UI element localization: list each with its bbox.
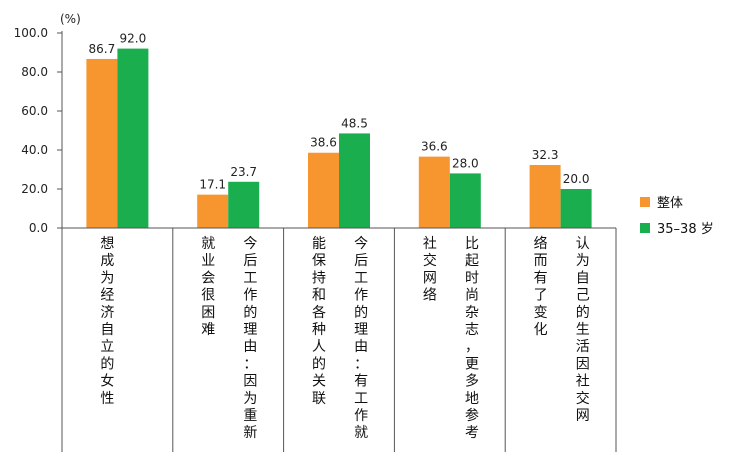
- bar-age-35-38-1: [117, 48, 149, 228]
- bar-age-35-38-5: [560, 189, 592, 228]
- legend-label: 35–38 岁: [657, 222, 714, 237]
- bar-overall-4: [418, 156, 450, 228]
- category-label: 认为自己的生活因社交网: [576, 236, 590, 424]
- bar-overall-3: [308, 152, 339, 228]
- bar-age-35-38-3: [339, 133, 370, 228]
- bar-overall-1: [86, 58, 118, 229]
- legend-swatch: [640, 197, 650, 207]
- category-label: 今后工作的理由：因为重新: [243, 236, 257, 441]
- y-tick-label: 80.0: [21, 65, 48, 79]
- y-tick-label: 60.0: [21, 104, 48, 118]
- data-label: 48.5: [341, 116, 368, 130]
- bar-age-35-38-2: [228, 181, 260, 228]
- y-tick-label: 100.0: [14, 26, 48, 40]
- y-tick-label: 40.0: [21, 143, 48, 157]
- legend-label: 整体: [657, 196, 683, 211]
- y-tick-label: 0.0: [29, 221, 48, 235]
- legend-swatch: [640, 223, 650, 233]
- y-tick-label: 20.0: [21, 182, 48, 196]
- bar-overall-5: [529, 165, 561, 228]
- data-label: 86.7: [89, 42, 116, 56]
- category-label: 比起时尚杂志，更多地参考: [465, 236, 479, 441]
- data-label: 28.0: [452, 156, 479, 170]
- category-label: 社交网络: [423, 236, 437, 304]
- data-label: 17.1: [199, 178, 226, 192]
- bar-age-35-38-4: [449, 173, 481, 228]
- category-label: 今后工作的理由：有工作就: [354, 236, 368, 441]
- category-label: 络而有了变化: [534, 236, 548, 338]
- category-label: 能保持和各种人的关联: [312, 236, 326, 407]
- y-axis-unit-label: (%): [60, 12, 81, 26]
- category-label: 就业会很困难: [201, 236, 215, 338]
- data-label: 20.0: [563, 172, 590, 186]
- data-label: 36.6: [421, 140, 448, 154]
- data-label: 32.3: [532, 148, 559, 162]
- data-label: 23.7: [230, 165, 257, 179]
- data-label: 92.0: [120, 32, 147, 46]
- category-label: 想成为经济自立的女性: [100, 236, 114, 407]
- data-label: 38.6: [310, 136, 337, 150]
- bar-overall-2: [197, 194, 229, 228]
